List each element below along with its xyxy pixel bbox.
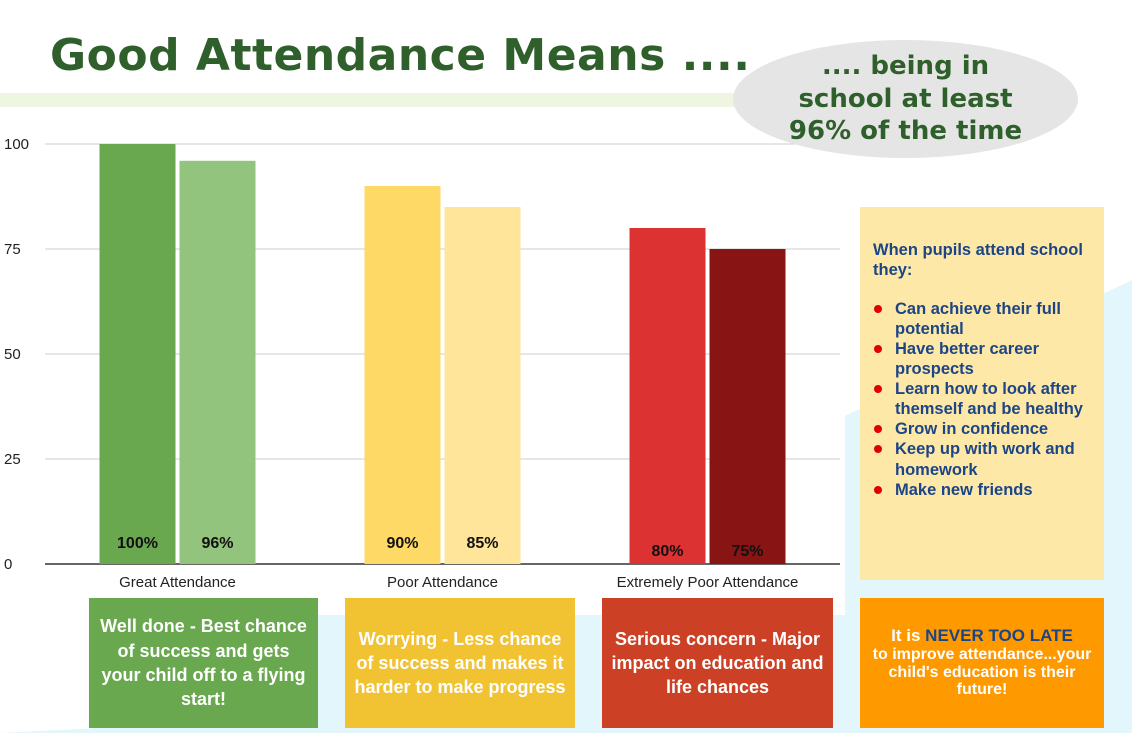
attendance-bar-chart: 0 25 50 75 100 100% 96% 90% 85% 80% 75% Great Atten…	[4, 136, 840, 591]
benefits-list-item: Grow in confidence	[873, 419, 1092, 439]
great-attendance-panel: Well done - Best chance of success and g…	[89, 598, 318, 728]
bubble-text: .... being in school at least 96% of the…	[788, 51, 1023, 147]
benefits-list-item: Make new friends	[873, 480, 1092, 500]
y-tick-label: 0	[4, 556, 12, 573]
extremely-poor-attendance-panel: Serious concern - Major impact on educat…	[602, 598, 833, 728]
extremely-poor-attendance-message: Serious concern - Major impact on educat…	[611, 628, 824, 698]
x-category-label: Extremely Poor Attendance	[617, 574, 799, 591]
bar-data-label: 75%	[731, 543, 763, 560]
bar-data-label: 100%	[117, 535, 158, 552]
bar	[99, 144, 176, 564]
never-too-late-highlight: NEVER TOO LATE	[925, 626, 1073, 646]
benefits-list-item: Keep up with work and homework	[873, 439, 1092, 479]
bar	[629, 228, 706, 564]
bar	[444, 207, 521, 564]
great-attendance-message: Well done - Best chance of success and g…	[100, 616, 307, 710]
bar	[709, 249, 786, 564]
bar-data-label: 80%	[651, 543, 683, 560]
bar-data-label: 85%	[466, 535, 498, 552]
benefits-list: Can achieve their full potential Have bet…	[873, 299, 1092, 500]
never-too-late-panel: It is NEVER TOO LATE to improve attendan…	[860, 598, 1104, 728]
never-too-late-lead: It is	[891, 626, 926, 646]
benefits-box: When pupils attend school they: Can achi…	[860, 207, 1104, 580]
bar-data-label: 96%	[201, 535, 233, 552]
benefits-heading: When pupils attend school they:	[873, 241, 1083, 279]
bar	[179, 160, 256, 565]
y-tick-label: 25	[4, 451, 21, 468]
benefits-list-item: Can achieve their full potential	[873, 299, 1092, 339]
benefits-list-item: Learn how to look after themself and be …	[873, 379, 1092, 419]
page-title: Good Attendance Means ....	[50, 30, 751, 81]
x-category-label: Great Attendance	[119, 574, 236, 591]
poor-attendance-panel: Worrying - Less chance of success and ma…	[345, 598, 575, 728]
title-underline	[0, 93, 760, 107]
benefits-list-item: Have better career prospects	[873, 339, 1092, 379]
x-category-label: Poor Attendance	[387, 574, 498, 591]
bar	[364, 186, 441, 564]
target-bubble: .... being in school at least 96% of the…	[733, 40, 1078, 158]
y-tick-label: 50	[4, 346, 21, 363]
poor-attendance-message: Worrying - Less chance of success and ma…	[354, 628, 566, 698]
y-tick-label: 100	[4, 136, 29, 153]
bar-data-label: 90%	[386, 535, 418, 552]
y-tick-label: 75	[4, 241, 21, 258]
never-too-late-message: to improve attendance...your child's edu…	[872, 645, 1092, 699]
